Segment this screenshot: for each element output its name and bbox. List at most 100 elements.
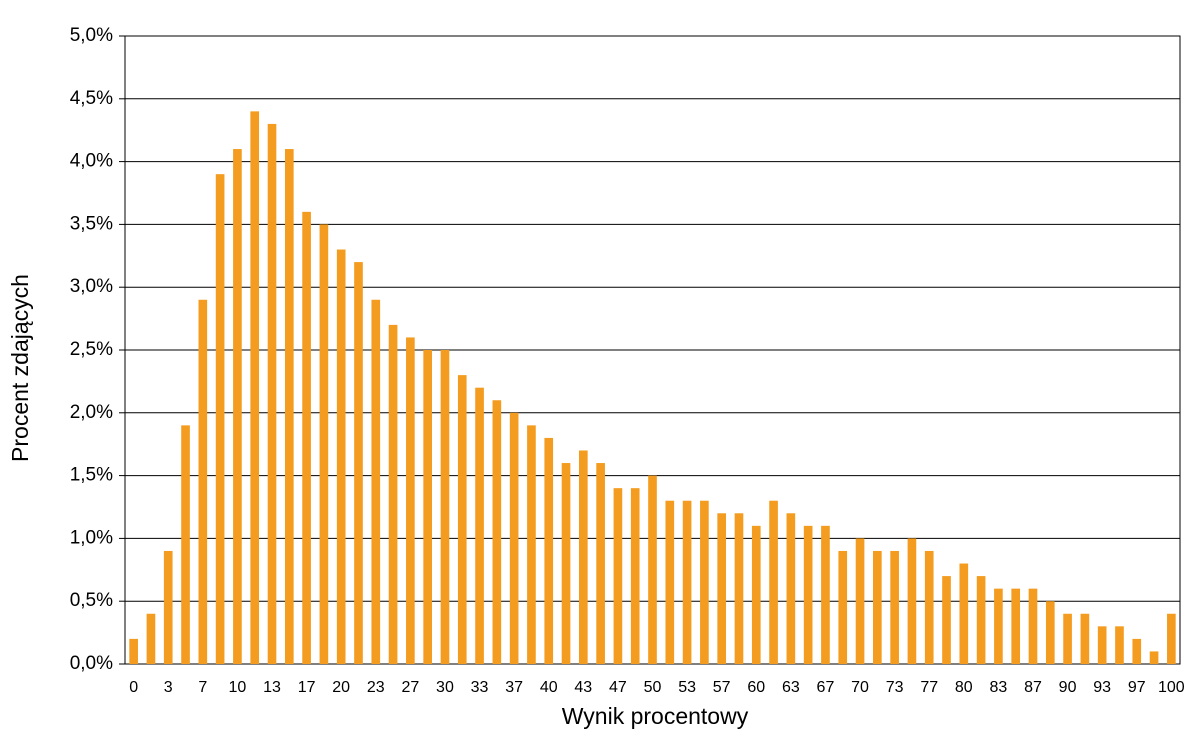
bar [942, 576, 951, 664]
x-tick-label: 7 [198, 679, 207, 696]
bar [475, 387, 484, 664]
y-tick-label: 4,5% [70, 88, 113, 109]
bar [838, 550, 848, 664]
x-tick-label: 63 [782, 679, 800, 696]
bar [803, 525, 813, 664]
bar [492, 400, 502, 664]
x-tick-label: 97 [1128, 679, 1146, 696]
y-tick-label: 2,0% [70, 402, 113, 423]
bar [336, 249, 346, 664]
bar [250, 111, 260, 665]
x-tick-label: 100 [1158, 679, 1185, 696]
bar [665, 500, 675, 664]
bar [527, 425, 536, 664]
bar [1045, 601, 1055, 664]
y-tick-label: 3,5% [70, 213, 113, 234]
x-tick-label: 57 [713, 679, 731, 696]
y-tick-label: 0,5% [70, 590, 113, 611]
x-tick-label: 73 [886, 679, 904, 696]
x-tick-label: 83 [990, 679, 1008, 696]
bar [1167, 613, 1176, 664]
x-tick-label: 30 [436, 679, 454, 696]
bar [613, 488, 623, 664]
bar [1149, 651, 1159, 664]
bar [544, 437, 554, 664]
x-tick-label: 0 [129, 679, 138, 696]
bar [890, 550, 899, 664]
x-tick-label: 47 [609, 679, 627, 696]
bar [821, 525, 830, 664]
bar [440, 350, 450, 664]
bar [198, 299, 208, 664]
bar [734, 513, 744, 664]
bar [959, 563, 969, 664]
x-tick-label: 70 [851, 679, 869, 696]
bar [284, 149, 294, 665]
bar [1080, 613, 1090, 664]
bar [181, 425, 190, 664]
bar [423, 350, 432, 664]
bar [509, 412, 519, 664]
bar [215, 174, 225, 664]
x-tick-label: 10 [229, 679, 247, 696]
bar [129, 638, 138, 664]
bar [994, 588, 1003, 664]
bar [371, 299, 381, 664]
y-tick-label: 3,0% [70, 276, 113, 297]
x-axis-label: Wynik procentowy [562, 703, 749, 729]
y-tick-label: 1,0% [70, 527, 113, 548]
x-tick-label: 33 [471, 679, 489, 696]
bar [786, 513, 796, 664]
bar [1011, 588, 1021, 664]
bar [146, 613, 156, 664]
x-tick-label: 90 [1059, 679, 1077, 696]
x-tick-label: 27 [401, 679, 419, 696]
y-tick-label: 1,5% [70, 465, 113, 486]
bar [700, 500, 709, 664]
bar [233, 149, 242, 665]
bar [354, 262, 363, 664]
bar [717, 513, 727, 664]
y-tick-label: 0,0% [70, 653, 113, 674]
x-tick-label: 17 [298, 679, 316, 696]
x-tick-label: 53 [678, 679, 696, 696]
bar [769, 500, 778, 664]
bar [457, 375, 467, 664]
bar [976, 576, 986, 664]
x-tick-label: 60 [747, 679, 765, 696]
bar [302, 211, 311, 664]
bar [1132, 638, 1142, 664]
bar [1028, 588, 1038, 664]
x-tick-label: 23 [367, 679, 385, 696]
y-tick-label: 4,0% [70, 151, 113, 172]
y-axis-label: Procent zdających [7, 274, 33, 462]
bar [578, 450, 588, 664]
x-tick-label: 3 [164, 679, 173, 696]
x-tick-label: 20 [332, 679, 350, 696]
x-tick-label: 80 [955, 679, 973, 696]
x-tick-label: 77 [920, 679, 938, 696]
x-tick-label: 13 [263, 679, 281, 696]
bar [648, 475, 657, 664]
bar [1063, 613, 1072, 664]
bar [596, 463, 605, 664]
bar [267, 123, 277, 665]
x-tick-label: 50 [644, 679, 662, 696]
bar [751, 525, 761, 664]
bar [561, 463, 571, 664]
bar [682, 500, 692, 664]
y-tick-label: 5,0% [70, 25, 113, 46]
bar [163, 550, 173, 664]
bar [406, 337, 415, 664]
x-tick-label: 40 [540, 679, 558, 696]
bar [388, 324, 398, 664]
bar [1097, 626, 1107, 664]
x-tick-label: 43 [574, 679, 592, 696]
bar [1115, 626, 1124, 664]
bar [319, 224, 329, 664]
bar [630, 488, 640, 664]
x-tick-label: 93 [1093, 679, 1111, 696]
bar [873, 550, 882, 664]
bar [855, 538, 865, 664]
